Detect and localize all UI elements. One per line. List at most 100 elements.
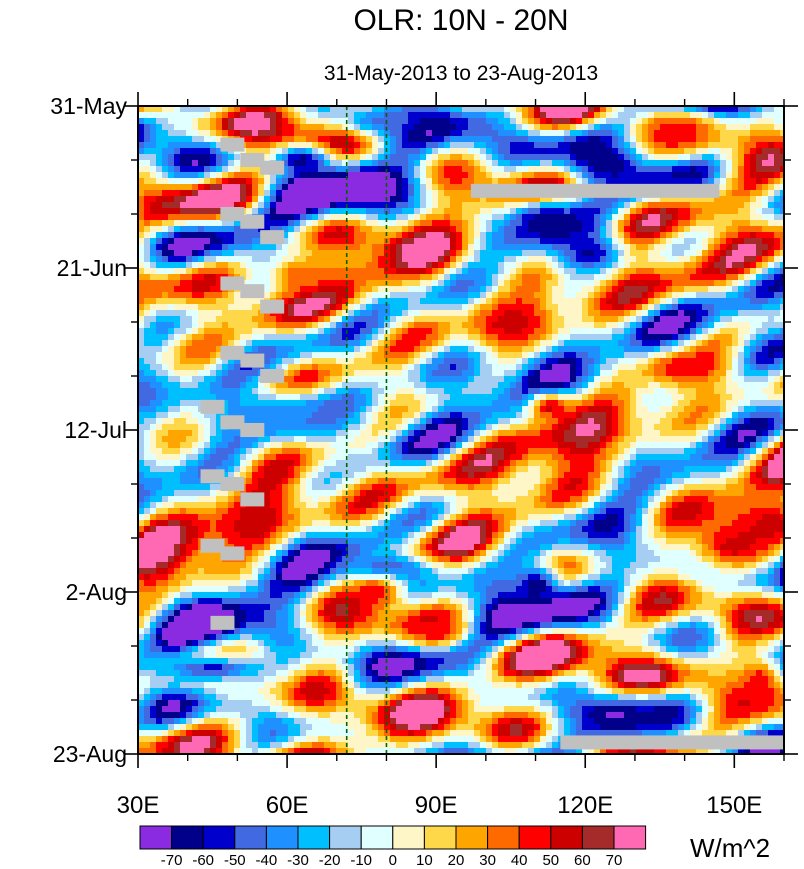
field-cell bbox=[498, 316, 504, 322]
field-cell bbox=[390, 208, 396, 214]
field-cell bbox=[504, 268, 510, 274]
field-cell bbox=[462, 352, 468, 358]
field-cell bbox=[270, 328, 276, 334]
field-cell bbox=[396, 340, 402, 346]
field-cell bbox=[732, 340, 738, 346]
field-cell bbox=[492, 178, 498, 184]
field-cell bbox=[174, 286, 180, 292]
field-cell bbox=[402, 364, 408, 370]
field-cell bbox=[588, 232, 594, 238]
field-cell bbox=[450, 178, 456, 184]
field-cell bbox=[288, 106, 294, 112]
field-cell bbox=[162, 190, 168, 196]
field-cell bbox=[462, 340, 468, 346]
field-cell bbox=[582, 208, 588, 214]
field-cell bbox=[222, 160, 228, 166]
field-cell bbox=[204, 316, 210, 322]
field-cell bbox=[768, 160, 774, 166]
field-cell bbox=[246, 196, 252, 202]
field-cell bbox=[510, 238, 516, 244]
field-cell bbox=[540, 250, 546, 256]
field-cell bbox=[162, 136, 168, 142]
field-cell bbox=[732, 226, 738, 232]
field-cell bbox=[504, 220, 510, 226]
field-cell bbox=[234, 118, 240, 124]
field-cell bbox=[138, 274, 144, 280]
field-cell bbox=[444, 334, 450, 340]
field-cell bbox=[774, 190, 780, 196]
field-cell bbox=[282, 196, 288, 202]
field-cell bbox=[168, 226, 174, 232]
field-cell bbox=[594, 292, 600, 298]
field-cell bbox=[498, 256, 504, 262]
field-cell bbox=[372, 232, 378, 238]
field-cell bbox=[318, 208, 324, 214]
field-cell bbox=[300, 286, 306, 292]
field-cell bbox=[624, 124, 630, 130]
field-cell bbox=[672, 148, 678, 154]
field-cell bbox=[648, 358, 654, 364]
field-cell bbox=[390, 322, 396, 328]
field-cell bbox=[234, 178, 240, 184]
field-cell bbox=[252, 142, 258, 148]
field-cell bbox=[150, 166, 156, 172]
field-cell bbox=[426, 250, 432, 256]
field-cell bbox=[336, 268, 342, 274]
field-cell bbox=[588, 322, 594, 328]
field-cell bbox=[702, 202, 708, 208]
field-cell bbox=[756, 106, 762, 112]
field-cell bbox=[570, 334, 576, 340]
field-cell bbox=[420, 196, 426, 202]
field-cell bbox=[780, 190, 784, 196]
field-cell bbox=[210, 328, 216, 334]
field-cell bbox=[558, 286, 564, 292]
field-cell bbox=[534, 364, 540, 370]
field-cell bbox=[462, 370, 468, 376]
field-cell bbox=[468, 118, 474, 124]
field-cell bbox=[726, 190, 732, 196]
field-cell bbox=[246, 376, 252, 382]
field-cell bbox=[642, 124, 648, 130]
field-cell bbox=[654, 256, 660, 262]
field-cell bbox=[246, 238, 252, 244]
field-cell bbox=[342, 274, 348, 280]
field-cell bbox=[432, 208, 438, 214]
field-cell bbox=[222, 202, 228, 208]
field-cell bbox=[678, 124, 684, 130]
field-cell bbox=[282, 256, 288, 262]
field-cell bbox=[198, 124, 204, 130]
field-cell bbox=[438, 358, 444, 364]
field-cell bbox=[414, 118, 420, 124]
field-cell bbox=[570, 226, 576, 232]
field-cell bbox=[528, 328, 534, 334]
field-cell bbox=[780, 142, 784, 148]
field-cell bbox=[522, 298, 528, 304]
field-cell bbox=[330, 358, 336, 364]
field-cell bbox=[438, 106, 444, 112]
field-cell bbox=[306, 166, 312, 172]
field-cell bbox=[420, 304, 426, 310]
field-cell bbox=[768, 196, 774, 202]
field-cell bbox=[684, 256, 690, 262]
field-cell bbox=[540, 166, 546, 172]
field-cell bbox=[156, 178, 162, 184]
field-cell bbox=[708, 376, 714, 382]
field-cell bbox=[198, 382, 204, 388]
field-cell bbox=[240, 166, 246, 172]
field-cell bbox=[780, 154, 784, 160]
field-cell bbox=[396, 370, 402, 376]
field-cell bbox=[630, 154, 636, 160]
field-cell bbox=[318, 136, 324, 142]
field-cell bbox=[432, 364, 438, 370]
field-cell bbox=[636, 178, 642, 184]
field-cell bbox=[480, 166, 486, 172]
field-cell bbox=[144, 160, 150, 166]
field-cell bbox=[336, 166, 342, 172]
field-cell bbox=[450, 196, 456, 202]
field-cell bbox=[708, 130, 714, 136]
field-cell bbox=[612, 226, 618, 232]
field-cell bbox=[300, 106, 306, 112]
field-cell bbox=[450, 274, 456, 280]
field-cell bbox=[498, 196, 504, 202]
field-cell bbox=[276, 130, 282, 136]
